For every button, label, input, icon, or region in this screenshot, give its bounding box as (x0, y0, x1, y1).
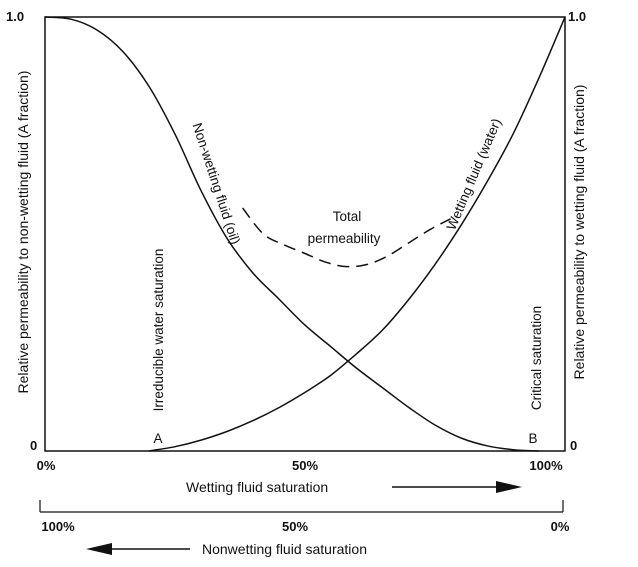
annotation-total-line1: Total (333, 209, 362, 224)
annotation-total-line2: permeability (308, 231, 381, 246)
plot-frame (44, 16, 566, 452)
x-tick-50: 50% (292, 458, 318, 473)
point-a-label: A (153, 431, 162, 446)
secondary-axis-bracket (39, 500, 564, 513)
oil-curve (44, 16, 540, 452)
y-tick-right-bottom: 0 (570, 438, 577, 453)
y-tick-left-top: 1.0 (6, 9, 24, 24)
point-b-label: B (528, 431, 537, 446)
x2-tick-0: 0% (551, 519, 570, 534)
x-axis-label: Wetting fluid saturation (186, 479, 328, 495)
y-tick-left-bottom: 0 (30, 438, 37, 453)
x-tick-0: 0% (37, 458, 56, 473)
total-permeability-curve (242, 207, 451, 268)
series-label-water: Wetting fluid (water) (444, 116, 505, 232)
y-axis-label-right: Relative permeability to wetting fluid (… (571, 85, 587, 380)
x-tick-100: 100% (529, 458, 563, 473)
y-tick-right-top: 1.0 (568, 9, 586, 24)
right-arrow-icon (392, 481, 522, 493)
water-curve (148, 16, 566, 452)
x2-tick-100: 100% (41, 519, 75, 534)
annotation-irreducible: Irreducible water saturation (151, 249, 166, 412)
y-axis-label-left: Relative permeability to non-wetting flu… (15, 71, 31, 394)
x-axis-label-secondary: Nonwetting fluid saturation (202, 541, 367, 557)
series-layer (44, 16, 566, 452)
x2-tick-50: 50% (282, 519, 308, 534)
left-arrow-icon (86, 543, 190, 555)
annotation-critical: Critical saturation (529, 306, 544, 410)
